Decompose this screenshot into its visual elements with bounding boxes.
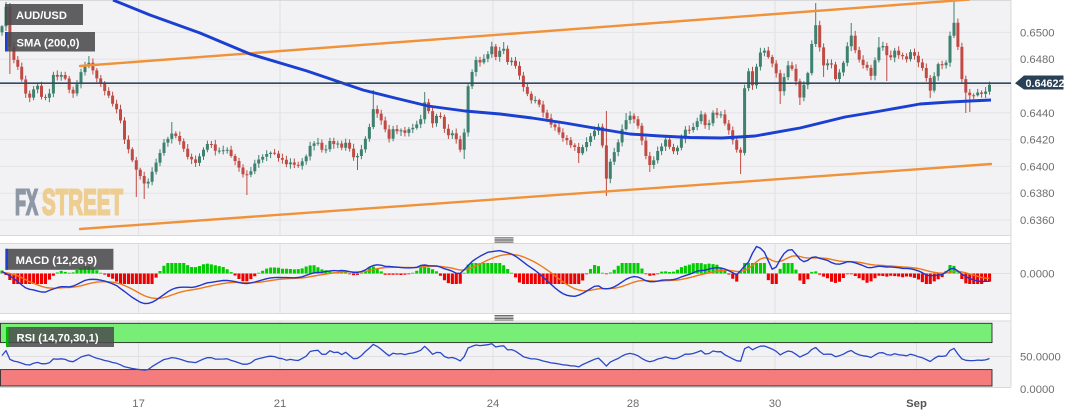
svg-text:0.0000: 0.0000 — [1020, 384, 1055, 396]
svg-text:0.6420: 0.6420 — [1020, 135, 1055, 147]
svg-text:21: 21 — [274, 398, 287, 410]
svg-text:0.6360: 0.6360 — [1020, 215, 1055, 227]
svg-text:0.6500: 0.6500 — [1020, 27, 1055, 39]
svg-text:RSI (14,70,30,1): RSI (14,70,30,1) — [17, 333, 99, 345]
svg-text:24: 24 — [487, 398, 500, 410]
svg-text:AUD/USD: AUD/USD — [16, 10, 67, 22]
svg-text:0.6380: 0.6380 — [1020, 188, 1055, 200]
svg-text:FX: FX — [15, 182, 38, 223]
svg-text:MACD (12,26,9): MACD (12,26,9) — [16, 255, 98, 267]
svg-text:SMA (200,0): SMA (200,0) — [17, 37, 80, 49]
svg-text:0.6400: 0.6400 — [1020, 161, 1055, 173]
svg-text:0.0000: 0.0000 — [1020, 269, 1055, 281]
svg-text:0.6440: 0.6440 — [1020, 108, 1055, 120]
svg-text:28: 28 — [627, 398, 640, 410]
svg-text:30: 30 — [769, 398, 782, 410]
svg-text:STREET: STREET — [42, 182, 123, 223]
svg-text:17: 17 — [132, 398, 145, 410]
svg-text:Sep: Sep — [906, 398, 927, 410]
svg-text:0.64622: 0.64622 — [1026, 78, 1065, 90]
svg-text:0.6480: 0.6480 — [1020, 54, 1055, 66]
svg-text:50.0000: 50.0000 — [1020, 352, 1061, 364]
